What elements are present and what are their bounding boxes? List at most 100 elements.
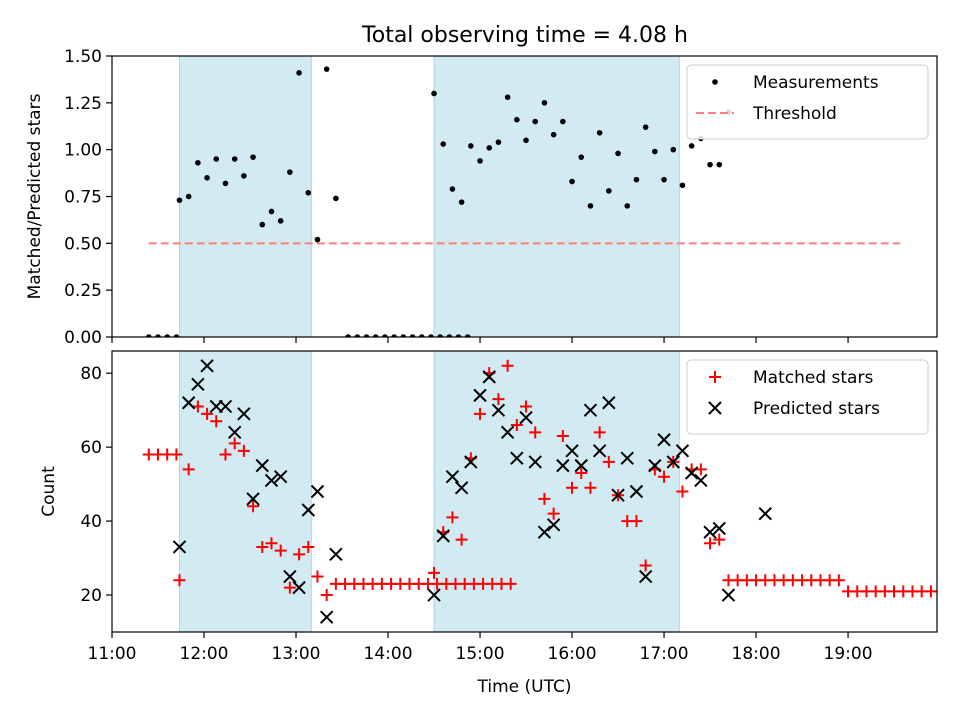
x-tick-label: 16:00 bbox=[548, 644, 597, 664]
measurements-point bbox=[455, 334, 462, 337]
y-tick-label: 1.00 bbox=[64, 141, 102, 161]
measurements-point bbox=[296, 70, 302, 76]
y-tick-label: 0.75 bbox=[64, 188, 102, 208]
y-tick-label: 0.50 bbox=[64, 234, 102, 254]
predicted-stars-point bbox=[546, 518, 561, 532]
measurements-point bbox=[173, 334, 180, 337]
measurements-point bbox=[615, 150, 621, 157]
matched-stars-point bbox=[602, 455, 615, 468]
measurements-point bbox=[661, 176, 667, 183]
matched-stars-point bbox=[575, 467, 588, 480]
y-tick-label: 80 bbox=[80, 364, 102, 384]
measurements-point bbox=[464, 334, 471, 337]
matched-stars-point bbox=[713, 533, 726, 546]
matched-stars-point bbox=[676, 485, 689, 498]
measurements-point bbox=[382, 334, 388, 337]
measurements-point bbox=[688, 143, 695, 149]
predicted-stars-point bbox=[200, 359, 214, 373]
measurements-point bbox=[164, 334, 171, 337]
y-tick-label: 20 bbox=[80, 586, 102, 606]
measurements-point bbox=[259, 221, 266, 228]
predicted-stars-point bbox=[427, 588, 441, 602]
predicted-stars-point bbox=[583, 403, 598, 417]
measurements-point bbox=[633, 176, 640, 183]
y-axis-label: Matched/Predicted stars bbox=[25, 93, 45, 299]
measurements-point bbox=[587, 203, 594, 209]
measurements-point bbox=[477, 158, 483, 164]
observing-window-shade bbox=[433, 55, 680, 338]
x-axis-label: Time (UTC) bbox=[477, 677, 572, 697]
matched-stars-point bbox=[311, 570, 324, 583]
measurements-point bbox=[213, 156, 220, 162]
predicted-stars-point bbox=[500, 425, 515, 440]
matched-stars-point bbox=[265, 537, 278, 550]
measurements-point bbox=[606, 188, 612, 194]
y-tick-label: 1.25 bbox=[64, 94, 102, 114]
measurements-point bbox=[504, 94, 511, 101]
predicted-stars-point bbox=[237, 407, 251, 421]
measurements-point bbox=[707, 161, 713, 168]
matched-stars-point bbox=[302, 540, 315, 553]
matched-stars-point bbox=[538, 492, 551, 505]
matched-stars-point bbox=[219, 448, 232, 461]
measurements-point bbox=[532, 118, 539, 125]
predicted-stars-point bbox=[283, 569, 297, 584]
legend-label: Matched stars bbox=[753, 368, 873, 388]
legend-label: Threshold bbox=[752, 104, 837, 124]
measurements-point bbox=[176, 197, 183, 204]
predicted-stars-point bbox=[666, 455, 680, 469]
predicted-stars-point bbox=[255, 458, 269, 473]
measurements-point bbox=[418, 334, 425, 337]
matched-stars-point bbox=[832, 574, 845, 587]
predicted-stars-point bbox=[611, 488, 625, 502]
matched-stars-point bbox=[704, 537, 717, 550]
measurements-point bbox=[514, 116, 520, 123]
legend-marker bbox=[708, 401, 722, 415]
predicted-stars-point bbox=[684, 466, 699, 480]
matched-stars-point bbox=[320, 589, 333, 602]
legend-marker bbox=[709, 371, 721, 383]
matched-stars-point bbox=[943, 585, 955, 597]
legend-label: Predicted stars bbox=[753, 399, 880, 419]
x-tick-label: 15:00 bbox=[456, 644, 505, 664]
measurements-point bbox=[222, 180, 229, 187]
predicted-stars-point bbox=[620, 451, 634, 465]
measurements-point bbox=[305, 189, 312, 196]
observing-window-shade bbox=[178, 350, 312, 633]
predicted-stars-point bbox=[246, 492, 260, 506]
matched-stars-point bbox=[547, 507, 560, 520]
matched-stars-point bbox=[566, 481, 579, 494]
measurements-point bbox=[287, 169, 293, 175]
measurements-point bbox=[670, 146, 677, 153]
matched-stars-point bbox=[293, 548, 306, 561]
predicted-stars-point bbox=[648, 458, 662, 473]
predicted-stars-point bbox=[454, 481, 469, 495]
matched-stars-point bbox=[529, 426, 542, 439]
matched-stars-point bbox=[556, 430, 569, 443]
measurements-point bbox=[155, 334, 161, 337]
predicted-stars-point bbox=[191, 377, 205, 391]
measurements-point bbox=[458, 199, 465, 205]
predicted-stars-point bbox=[301, 503, 315, 517]
measurements-point bbox=[642, 124, 649, 130]
measurements-point bbox=[241, 173, 247, 179]
matched-stars-point bbox=[228, 437, 241, 450]
predicted-stars-point bbox=[292, 580, 306, 595]
predicted-stars-point bbox=[592, 444, 607, 458]
measurements-point bbox=[560, 118, 566, 125]
measurements-point bbox=[333, 195, 339, 202]
matched-stars-point bbox=[455, 533, 468, 546]
predicted-stars-point bbox=[482, 370, 496, 384]
measurements-point bbox=[185, 193, 192, 200]
measurements-point bbox=[204, 174, 210, 181]
matched-stars-point bbox=[210, 415, 223, 428]
axes-frame bbox=[111, 350, 938, 633]
matched-stars-point bbox=[191, 400, 204, 413]
x-tick-label: 13:00 bbox=[272, 644, 321, 664]
ratio-panel: 0.00 0.25 0.50 0.75 1.00 1.25 1.50 Matched/Pred… bbox=[25, 47, 938, 348]
predicted-stars-point bbox=[473, 388, 487, 403]
measurements-point bbox=[449, 186, 456, 192]
matched-stars-point bbox=[952, 585, 960, 597]
matched-stars-point bbox=[639, 559, 652, 572]
matched-stars-point bbox=[501, 359, 514, 372]
